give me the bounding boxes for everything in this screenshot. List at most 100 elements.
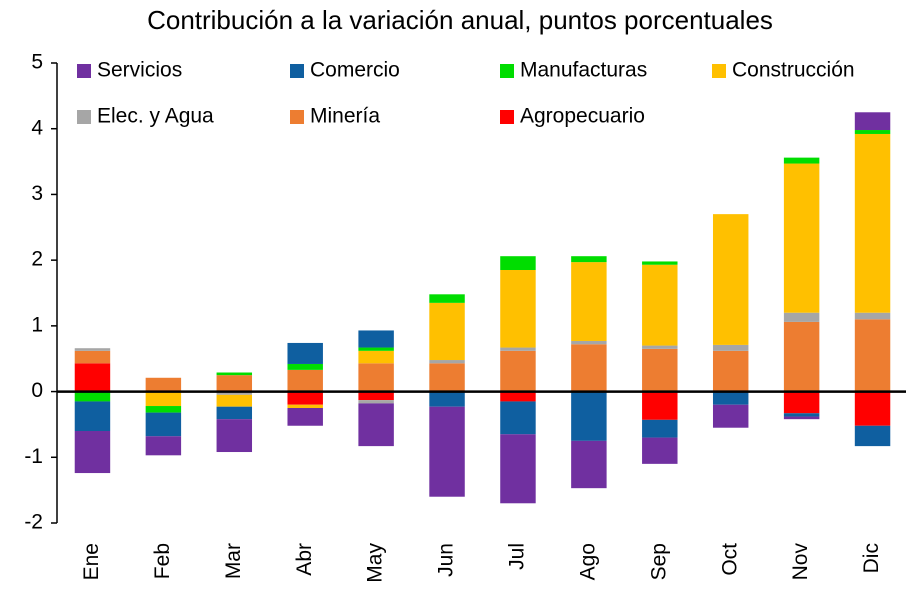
bar: [358, 400, 394, 404]
bar: [854, 112, 891, 131]
bar: [571, 262, 607, 341]
x-tick-label: Jul: [506, 543, 529, 570]
bar: [783, 312, 820, 322]
bar: [500, 350, 536, 392]
legend-swatch: [290, 64, 304, 78]
bar: [358, 403, 394, 447]
bar: [429, 294, 465, 303]
bar: [287, 404, 323, 408]
bar: [429, 302, 465, 361]
bar: [571, 344, 607, 392]
bar: [783, 413, 820, 417]
bar: [429, 360, 465, 364]
bar: [216, 372, 253, 376]
bar: [854, 425, 891, 447]
legend-label: Minería: [310, 105, 380, 128]
x-tick-label: Ene: [80, 543, 103, 580]
bar: [500, 256, 536, 270]
bar: [216, 394, 253, 407]
bar: [712, 344, 749, 351]
bar: [216, 419, 253, 453]
y-tick-label: 4: [31, 116, 43, 139]
bar: [145, 436, 182, 456]
bar: [74, 431, 111, 474]
bar: [783, 416, 820, 420]
bar: [216, 375, 253, 392]
bar: [287, 391, 323, 405]
bar: [783, 157, 820, 164]
bar: [500, 434, 536, 504]
x-tick-label: Dic: [860, 543, 883, 573]
bar: [358, 350, 394, 364]
bar: [854, 130, 891, 134]
bar: [712, 391, 749, 405]
x-tick-label: Sep: [647, 543, 670, 580]
x-tick-label: Nov: [789, 543, 812, 581]
legend-swatch: [290, 110, 304, 124]
bar: [145, 391, 182, 407]
legend-label: Agropecuario: [520, 105, 645, 128]
bar: [74, 348, 111, 351]
y-tick-label: -2: [24, 511, 43, 534]
bar: [571, 256, 607, 263]
y-tick-label: 3: [31, 182, 43, 205]
x-tick-label: Ago: [576, 543, 599, 580]
bar: [287, 369, 323, 392]
legend-label: Servicios: [97, 59, 182, 82]
bar: [712, 404, 749, 428]
bar: [358, 347, 394, 351]
bar: [571, 391, 607, 441]
bar: [287, 363, 323, 370]
legend-swatch: [500, 110, 514, 124]
bar: [358, 330, 394, 348]
legend-swatch: [77, 110, 91, 124]
bar: [358, 363, 394, 392]
bar: [74, 363, 111, 392]
bar: [358, 391, 394, 401]
bar: [500, 347, 536, 351]
bar: [642, 264, 678, 346]
bar: [571, 440, 607, 489]
bar: [500, 401, 536, 435]
legend-swatch: [712, 64, 726, 78]
y-tick-label: -1: [24, 445, 43, 468]
legend-swatch: [77, 64, 91, 78]
chart-title: Contribución a la variación anual, punto…: [147, 5, 773, 35]
bar: [74, 401, 111, 431]
bar: [854, 312, 891, 320]
bar: [712, 214, 749, 345]
bar: [287, 408, 323, 426]
bar: [500, 270, 536, 348]
y-tick-label: 0: [31, 379, 43, 402]
legend-label: Manufacturas: [520, 59, 647, 82]
bar: [287, 342, 323, 364]
y-tick-label: 1: [31, 313, 43, 336]
bar: [429, 363, 465, 392]
bar: [74, 391, 111, 402]
bar: [145, 412, 182, 437]
x-tick-label: Abr: [293, 543, 316, 576]
y-tick-label: 2: [31, 248, 43, 271]
bar: [500, 391, 536, 402]
y-tick-label: 5: [31, 51, 43, 74]
bar: [854, 319, 891, 392]
x-tick-label: Mar: [222, 543, 245, 579]
bar: [216, 406, 253, 420]
x-tick-label: Feb: [151, 543, 174, 579]
bar: [571, 340, 607, 345]
bar: [712, 350, 749, 392]
bar: [429, 391, 465, 407]
bar: [642, 261, 678, 265]
bar: [642, 437, 678, 464]
bar: [74, 350, 111, 364]
bar: [854, 391, 891, 426]
bar: [642, 345, 678, 349]
bar: [642, 348, 678, 392]
x-tick-label: May: [364, 543, 387, 583]
bar: [145, 406, 182, 413]
bar: [642, 391, 678, 420]
legend-swatch: [500, 64, 514, 78]
bar: [216, 391, 253, 395]
legend-label: Comercio: [310, 59, 400, 82]
